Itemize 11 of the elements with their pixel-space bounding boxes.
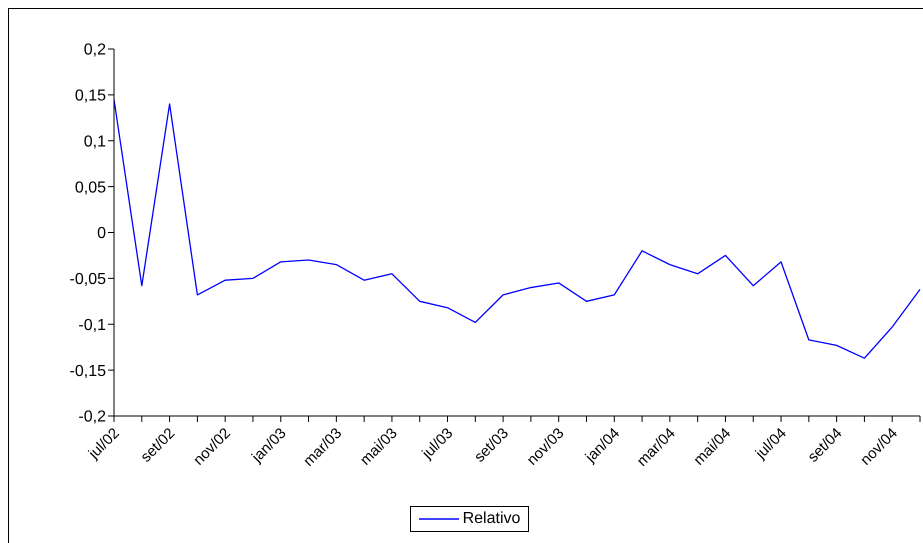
y-tick-label: 0 xyxy=(97,225,106,242)
y-tick-label: -0,1 xyxy=(78,316,106,334)
line-series xyxy=(113,98,921,359)
y-tick-label: -0,15 xyxy=(70,362,106,380)
y-tick-label: 0,15 xyxy=(74,88,106,105)
legend-label: Relativo xyxy=(462,510,520,528)
y-tick-label: 0,1 xyxy=(84,133,106,150)
y-tick-label: -0,05 xyxy=(70,271,106,288)
y-tick-label: -0,2 xyxy=(78,408,106,426)
y-tick-label: 0,05 xyxy=(74,179,106,196)
y-tick-label: 0,2 xyxy=(84,42,106,59)
